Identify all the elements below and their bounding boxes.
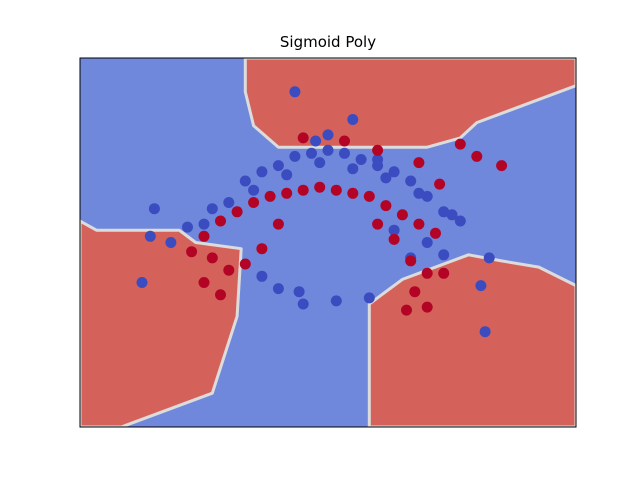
class-1-point	[198, 277, 210, 288]
class-0-point	[421, 190, 433, 202]
class-0-point	[248, 184, 260, 196]
class-0-point	[136, 277, 148, 288]
class-0-point	[239, 175, 251, 187]
class-1-point	[186, 246, 198, 258]
class-1-point	[231, 206, 243, 218]
class-1-point	[421, 301, 433, 313]
class-1-point	[396, 209, 408, 221]
class-0-point	[438, 206, 450, 218]
class-0-point	[306, 147, 317, 159]
class-0-point	[148, 203, 160, 215]
class-1-region-2	[367, 253, 576, 427]
class-1-point	[215, 215, 226, 227]
class-0-point	[372, 154, 384, 165]
class-0-point	[223, 197, 235, 208]
class-1-point	[239, 258, 251, 270]
class-1-point	[496, 160, 508, 172]
class-0-point	[182, 221, 193, 233]
class-0-point	[388, 166, 400, 178]
class-0-point	[314, 157, 326, 169]
class-1-point	[413, 157, 425, 169]
class-1-point	[330, 184, 342, 196]
class-0-point	[405, 175, 417, 187]
class-0-point	[421, 237, 433, 248]
class-0-point	[272, 160, 284, 172]
class-1-point	[339, 135, 350, 147]
class-0-point	[388, 224, 400, 236]
class-1-point	[223, 264, 235, 276]
chart-title: Sigmoid Poly	[279, 33, 377, 51]
class-0-point	[380, 172, 392, 184]
class-0-point	[355, 154, 367, 165]
class-0-point	[339, 147, 350, 159]
class-0-point	[363, 292, 375, 304]
class-0-point	[479, 326, 491, 338]
axes-frame	[79, 57, 577, 428]
class-0-point	[438, 249, 450, 261]
scatter-points	[136, 86, 508, 338]
class-0-point	[281, 169, 293, 181]
class-1-point	[413, 218, 425, 230]
class-0-point	[347, 114, 359, 125]
plot-area	[80, 58, 576, 427]
class-1-point	[388, 233, 400, 245]
class-1-point	[405, 255, 417, 267]
class-0-point	[289, 86, 301, 98]
class-1-point	[248, 197, 260, 208]
class-1-point	[421, 267, 433, 279]
class-1-point	[372, 218, 384, 230]
class-1-point	[314, 181, 326, 193]
class-0-point	[206, 203, 218, 215]
class-0-point	[144, 230, 156, 242]
class-1-point	[430, 227, 441, 239]
class-1-point	[363, 190, 375, 202]
class-0-point	[483, 252, 495, 264]
class-1-point	[272, 218, 284, 230]
class-1-point	[409, 286, 421, 298]
class-0-point	[310, 135, 322, 147]
class-0-point	[413, 187, 425, 199]
class-1-point	[215, 289, 226, 301]
class-1-region-1	[80, 219, 243, 427]
class-0-point	[330, 295, 342, 307]
class-0-point	[347, 163, 359, 175]
class-1-point	[347, 187, 359, 199]
class-1-region-0	[243, 58, 576, 149]
class-1-point	[297, 132, 309, 144]
class-0-point	[454, 215, 466, 227]
class-0-point	[475, 280, 487, 292]
class-0-point	[322, 129, 334, 141]
class-1-point	[401, 304, 412, 316]
class-1-point	[471, 150, 483, 162]
class-1-point	[281, 187, 293, 199]
class-0-point	[289, 150, 301, 162]
class-1-point	[454, 138, 466, 150]
class-0-point	[256, 166, 268, 178]
class-0-point	[272, 283, 284, 295]
class-1-point	[372, 144, 384, 156]
class-0-point	[293, 286, 305, 298]
class-1-point	[380, 200, 392, 212]
class-1-point	[297, 184, 309, 196]
class-0-point	[446, 209, 458, 221]
class-0-point	[165, 237, 177, 248]
class-1-point	[264, 190, 276, 202]
class-1-point	[256, 243, 268, 255]
class-0-point	[322, 144, 334, 156]
class-1-point	[206, 252, 218, 264]
class-1-point	[198, 230, 210, 242]
class-1-point	[434, 178, 446, 190]
class-0-point	[198, 218, 210, 230]
class-0-point	[297, 298, 309, 310]
class-0-point	[256, 270, 268, 282]
class-1-point	[438, 267, 450, 279]
